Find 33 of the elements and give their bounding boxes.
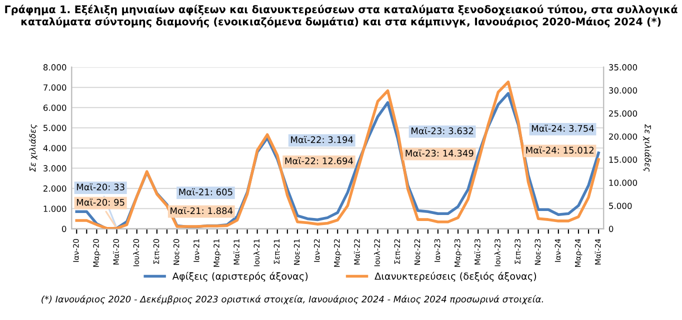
legend-label: Διανυκτερεύσεις (δεξιός άξονας) xyxy=(374,272,536,282)
data-label: Μαϊ-21: 1.884 xyxy=(170,207,233,214)
text: (*) Ιανουάριος 2020 - Δεκέμβριος 2023 οριστικά στοιχεία, Ιανουάριος 2024 - Μάιος 2024 προσωρινά στοιχεία. xyxy=(42,295,543,304)
data-label: Μαϊ-22: 12.694 xyxy=(285,157,353,164)
chart-title: Γράφημα 1. Εξέλιξη μηνιαίων αφίξεων και διανυκτερεύσεων στα καταλύματα ξενοδοχειακού τύπου, στα συλλογικά καταλύματα σύντομης διαμονής (ενοικιαζόμενα δωμάτια) και στα κάμπινγκ, Ιανουάριος 2020-Μάιος 2024 (*) xyxy=(5,4,678,28)
data-label: Μαϊ-23: 14.349 xyxy=(406,150,474,157)
y2-tick-label: 5.000 xyxy=(609,202,632,209)
data-label: Μαϊ-21: 605 xyxy=(179,188,232,196)
y2-tick-label: 25.000 xyxy=(609,110,638,117)
y-tick-label: 5.000 xyxy=(44,124,66,132)
y-tick-label: 2.000 xyxy=(44,185,66,192)
y-tick-label: 6.000 xyxy=(43,104,66,111)
data-label: Μαϊ-20: 95 xyxy=(76,198,124,206)
y-tick-label: 3.000 xyxy=(44,165,66,172)
y-tick-label: 4.000 xyxy=(43,144,66,152)
y2-tick-label: 30.000 xyxy=(609,87,638,94)
y2-tick-label: 10.000 xyxy=(609,180,638,186)
data-label: Μαϊ-24: 3.754 xyxy=(532,124,594,132)
y-axis-title: Σε χιλιάδες xyxy=(28,124,38,172)
y2-tick-label: 15.000 xyxy=(609,156,638,163)
y2-tick-label: 35.000 xyxy=(609,64,638,70)
y-tick-label: 7.000 xyxy=(44,84,66,91)
y-tick-label: 8.000 xyxy=(43,64,66,70)
data-label: Μαϊ-20: 33 xyxy=(76,183,124,190)
legend-label: Αφίξεις (αριστερός άξονας) xyxy=(172,272,308,282)
y2-tick-label: 20.000 xyxy=(609,133,638,140)
y-tick-label: 1.000 xyxy=(44,206,66,212)
y2-axis-title: Σε χιλιάδες xyxy=(643,124,652,172)
y2-tick-label: 0 xyxy=(608,226,614,232)
data-label: Μαϊ-23: 3.632 xyxy=(412,127,474,134)
data-label: Μαϊ-22: 3.194 xyxy=(291,136,353,144)
data-label: Μαϊ-24: 15.012 xyxy=(526,146,594,154)
y-tick-label: 0 xyxy=(62,226,66,232)
